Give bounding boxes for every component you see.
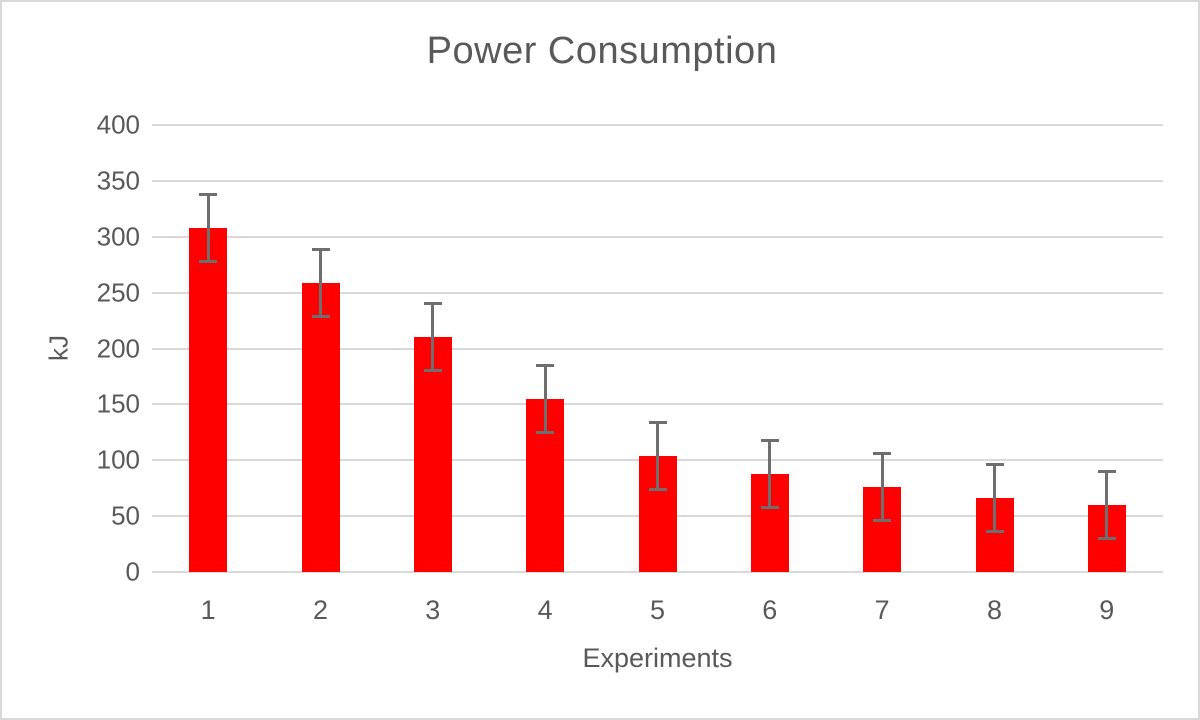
error-bar-cap-bottom-experiment-6 (760, 505, 779, 509)
y-tick-label-350: 350 (96, 165, 140, 196)
error-bar-cap-bottom-experiment-5 (648, 487, 667, 491)
x-tick-label-2: 2 (312, 595, 328, 625)
y-tick-label-300: 300 (96, 221, 140, 252)
error-bar-cap-bottom-experiment-7 (873, 519, 892, 523)
x-tick-label-4: 4 (537, 595, 553, 625)
error-bar-stem-experiment-1 (206, 194, 210, 262)
x-tick-label-9: 9 (1099, 595, 1115, 625)
error-bar-stem-experiment-6 (768, 440, 772, 508)
error-bar-stem-experiment-3 (431, 303, 435, 371)
error-bar-cap-top-experiment-1 (199, 192, 218, 196)
y-tick-label-0: 0 (125, 556, 140, 587)
error-bar-cap-bottom-experiment-8 (985, 530, 1004, 534)
x-tick-label-5: 5 (649, 595, 665, 625)
error-bar-cap-top-experiment-2 (311, 247, 330, 251)
y-axis-title: kJ (43, 335, 74, 361)
y-tick-label-250: 250 (96, 277, 140, 308)
gridline-350 (152, 179, 1163, 182)
gridline-200 (152, 347, 1163, 350)
error-bar-stem-experiment-2 (319, 249, 322, 317)
error-bar-cap-top-experiment-9 (1097, 469, 1116, 473)
error-bar-cap-top-experiment-6 (760, 438, 779, 442)
y-tick-label-100: 100 (96, 444, 140, 475)
gridline-250 (152, 291, 1163, 294)
x-tick-label-3: 3 (425, 595, 441, 625)
error-bar-cap-bottom-experiment-3 (423, 369, 442, 373)
error-bar-stem-experiment-5 (656, 422, 659, 490)
x-tick-label-1: 1 (200, 595, 216, 625)
error-bar-cap-top-experiment-7 (873, 452, 892, 456)
error-bar-cap-top-experiment-5 (648, 420, 667, 424)
gridline-0 (152, 571, 1163, 573)
error-bar-stem-experiment-8 (993, 464, 996, 532)
gridline-400 (152, 124, 1163, 126)
error-bar-cap-bottom-experiment-2 (311, 314, 330, 318)
x-axis-title: Experiments (582, 643, 733, 673)
error-bar-stem-experiment-7 (880, 453, 884, 521)
error-bar-stem-experiment-9 (1105, 471, 1109, 539)
error-bar-cap-bottom-experiment-1 (199, 259, 218, 263)
x-tick-label-6: 6 (762, 595, 778, 625)
y-tick-label-200: 200 (96, 333, 140, 363)
error-bar-cap-top-experiment-4 (536, 363, 555, 367)
x-tick-label-7: 7 (874, 595, 890, 625)
gridline-300 (152, 235, 1163, 238)
gridline-150 (152, 403, 1163, 406)
error-bar-cap-top-experiment-8 (985, 463, 1004, 467)
bar-experiment-2 (301, 282, 340, 572)
y-tick-label-400: 400 (96, 109, 140, 140)
chart-title: Power Consumption (426, 30, 778, 72)
y-tick-label-50: 50 (111, 500, 140, 531)
error-bar-cap-bottom-experiment-4 (536, 430, 555, 434)
error-bar-cap-top-experiment-3 (423, 302, 442, 306)
error-bar-stem-experiment-4 (543, 365, 547, 433)
error-bar-cap-bottom-experiment-9 (1097, 536, 1116, 540)
bar-experiment-1 (189, 227, 228, 572)
y-tick-label-150: 150 (96, 388, 140, 419)
x-tick-label-8: 8 (986, 595, 1002, 625)
bar-experiment-3 (413, 337, 452, 572)
